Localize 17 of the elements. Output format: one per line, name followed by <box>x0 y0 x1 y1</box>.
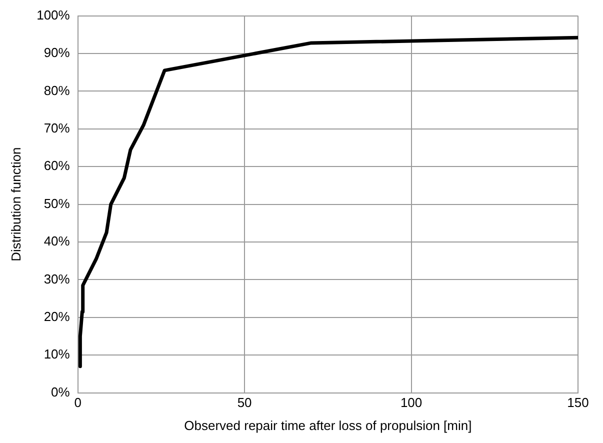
y-tick-label: 90% <box>44 45 70 60</box>
x-axis-title: Observed repair time after loss of propulsion [min] <box>184 418 472 433</box>
x-tick-label: 100 <box>400 395 422 410</box>
x-tick-label: 50 <box>237 395 252 410</box>
y-tick-label: 20% <box>44 308 70 324</box>
y-tick-label: 10% <box>44 346 70 362</box>
x-tick-label: 150 <box>567 395 589 410</box>
y-tick-label: 0% <box>51 384 70 400</box>
y-tick-label: 70% <box>44 120 70 136</box>
y-tick-label: 50% <box>44 196 70 211</box>
x-tick-label: 0 <box>74 395 82 410</box>
y-tick-label: 100% <box>36 7 70 22</box>
y-tick-label: 30% <box>44 271 70 286</box>
y-tick-label: 60% <box>44 158 70 174</box>
y-tick-label: 80% <box>44 82 70 98</box>
y-tick-label: 40% <box>44 234 70 249</box>
y-axis-title: Distribution function <box>8 147 24 262</box>
